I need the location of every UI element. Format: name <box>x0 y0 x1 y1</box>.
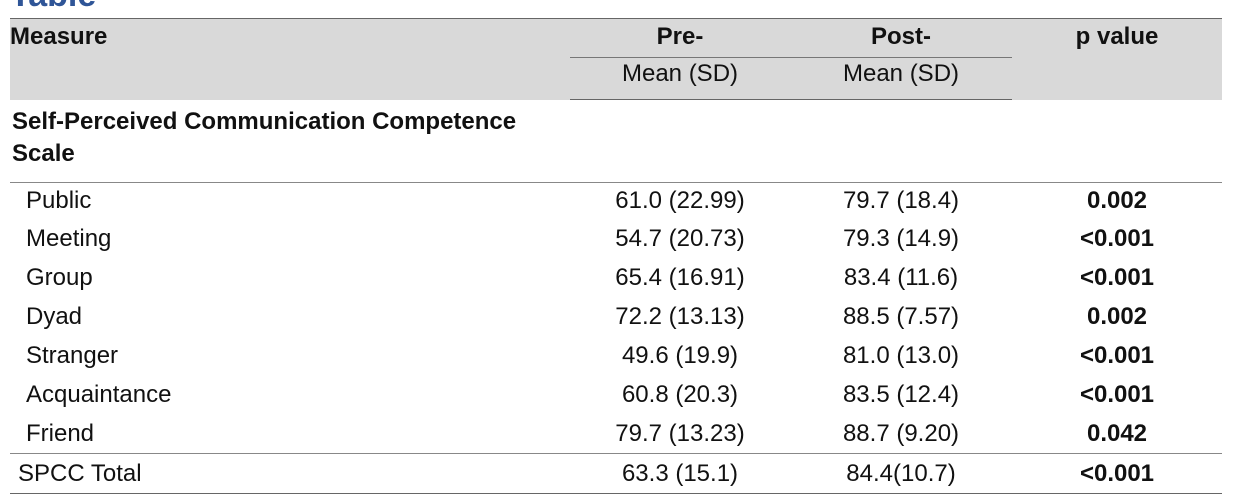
table-row: Friend 79.7 (13.23) 88.7 (9.20) 0.042 <box>10 414 1222 454</box>
total-measure-cell: SPCC Total <box>10 453 570 494</box>
total-row: SPCC Total 63.3 (15.1) 84.4(10.7) <0.001 <box>10 453 1222 494</box>
pre-cell: 49.6 (19.9) <box>621 341 739 369</box>
total-post-cell: 84.4(10.7) <box>790 453 1012 494</box>
measure-cell: Friend <box>26 419 95 447</box>
pre-header: Pre- <box>570 18 790 58</box>
total-pre-cell: 63.3 (15.1) <box>570 453 790 494</box>
pre-mean-sd-header: Mean (SD) <box>570 57 790 100</box>
measure-cell: Acquaintance <box>26 380 172 408</box>
p-value-cell: 0.002 <box>1086 302 1148 330</box>
subheader-row: Mean (SD) Mean (SD) <box>10 57 1222 100</box>
section-label: Self-Perceived Communication Competence … <box>10 99 570 183</box>
pre-cell: 60.8 (20.3) <box>621 380 739 408</box>
pre-cell: 72.2 (13.13) <box>615 302 745 330</box>
p-value-cell: <0.001 <box>1079 380 1155 408</box>
post-mean-sd-header: Mean (SD) <box>790 57 1012 100</box>
pre-cell: 61.0 (22.99) <box>615 187 745 214</box>
section-row: Self-Perceived Communication Competence … <box>10 99 1222 183</box>
table-row: Public 61.0 (22.99) 79.7 (18.4) 0.002 <box>10 183 1222 220</box>
page-title: Table <box>10 0 96 12</box>
measure-cell: Stranger <box>26 341 119 369</box>
post-cell: 88.5 (7.57) <box>842 302 960 330</box>
table-row: Acquaintance 60.8 (20.3) 83.5 (12.4) <0.… <box>10 375 1222 414</box>
measure-header: Measure <box>10 18 570 100</box>
table-row: Group 65.4 (16.91) 83.4 (11.6) <0.001 <box>10 258 1222 297</box>
total-p-value-cell: <0.001 <box>1012 453 1222 494</box>
pre-cell: 65.4 (16.91) <box>615 263 745 291</box>
measure-cell: Dyad <box>26 302 83 330</box>
post-cell: 88.7 (9.20) <box>842 419 960 447</box>
post-cell: 83.4 (11.6) <box>843 263 959 291</box>
p-value-header: p value <box>1012 18 1222 100</box>
p-value-cell: 0.042 <box>1086 419 1148 447</box>
section-empty-cell <box>790 99 1012 183</box>
p-value-cell: 0.002 <box>1086 187 1148 214</box>
post-header: Post- <box>790 18 1012 58</box>
p-value-cell: <0.001 <box>1079 224 1155 252</box>
p-value-cell: <0.001 <box>1079 263 1155 291</box>
measure-cell: Group <box>26 263 93 291</box>
results-table: Measure Pre- Post- p value Mean (SD) Mea… <box>10 18 1222 494</box>
section-empty-cell <box>1012 99 1222 183</box>
post-cell: 79.3 (14.9) <box>842 224 960 252</box>
measure-cell: Meeting <box>26 224 112 252</box>
header-row: Measure Pre- Post- p value <box>10 18 1222 100</box>
post-cell: 81.0 (13.0) <box>842 341 960 369</box>
table-row: Dyad 72.2 (13.13) 88.5 (7.57) 0.002 <box>10 297 1222 336</box>
table-row: Meeting 54.7 (20.73) 79.3 (14.9) <0.001 <box>10 219 1222 258</box>
section-empty-cell <box>570 99 790 183</box>
pre-cell: 79.7 (13.23) <box>615 419 745 447</box>
post-cell: 83.5 (12.4) <box>842 380 960 408</box>
pre-cell: 54.7 (20.73) <box>615 224 745 252</box>
p-value-cell: <0.001 <box>1079 341 1155 369</box>
measure-cell: Public <box>26 187 92 214</box>
post-cell: 79.7 (18.4) <box>842 187 960 214</box>
table-row: Stranger 49.6 (19.9) 81.0 (13.0) <0.001 <box>10 336 1222 375</box>
